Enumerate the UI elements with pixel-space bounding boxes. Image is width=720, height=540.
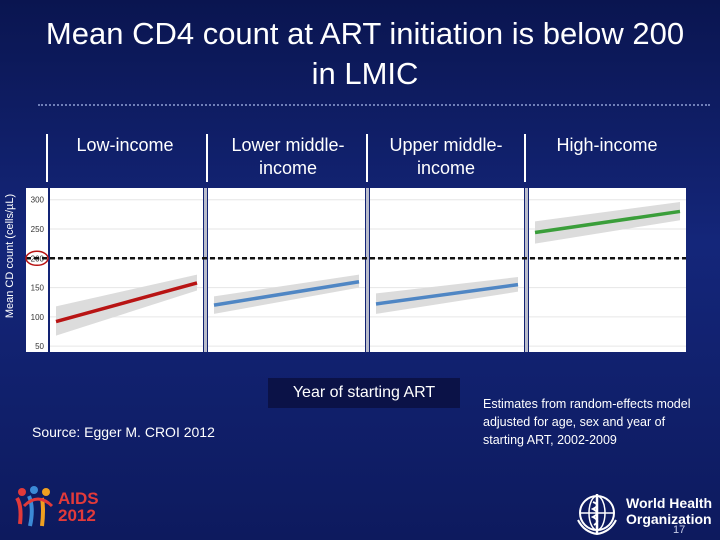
trend-line-lower-middle-income	[213, 279, 360, 307]
panel-headers: Low-income Lower middle- income Upper mi…	[46, 134, 686, 182]
panel-title-upper-middle-income: Upper middle- income	[370, 134, 522, 182]
y-tick-label: 250	[31, 225, 45, 234]
panel-title-line: income	[258, 158, 318, 178]
aids-logo-text: AIDS 2012	[58, 490, 99, 524]
panel-header-divider	[46, 134, 48, 182]
reference-highlight-circle	[25, 250, 49, 267]
methods-note: Estimates from random-effects model adju…	[483, 397, 691, 447]
x-tick-label-end: 2009	[340, 335, 364, 347]
panel-title-low-income: Low-income	[50, 134, 200, 182]
x-tick-label-end: 2009	[499, 335, 523, 347]
panel-title-line: Low-income	[76, 135, 174, 155]
panel-lower-middle-income	[208, 188, 365, 352]
confidence-band-low-income	[56, 274, 197, 336]
slide-title: Mean CD4 count at ART initiation is belo…	[20, 14, 710, 94]
ribbon-people-icon	[15, 486, 54, 527]
panel-title-lower-middle-income: Lower middle- income	[210, 134, 366, 182]
y-axis-panel	[26, 188, 48, 352]
panel-header-divider	[206, 134, 208, 182]
x-tick-label-start: 2002	[53, 335, 77, 347]
panel-header-divider	[524, 134, 526, 182]
x-axis-label: Year of starting ART	[268, 378, 460, 408]
panel-upper-middle-income	[370, 188, 524, 352]
aids-2012-logo	[15, 486, 54, 527]
slide-title-line: in LMIC	[311, 56, 419, 91]
trend-line-low-income	[55, 281, 198, 324]
x-tick-label-start: 2002	[373, 335, 397, 347]
x-tick-label-end: 2009	[661, 335, 685, 347]
panel-title-line: income	[416, 158, 476, 178]
trend-line-high-income	[534, 209, 681, 235]
y-tick-label: 300	[31, 196, 45, 205]
who-emblem-icon	[577, 494, 617, 536]
y-tick-label: 50	[35, 342, 44, 351]
aids-logo-year: 2012	[58, 506, 96, 525]
panel-title-high-income: High-income	[528, 134, 686, 182]
x-tick-label-start: 2002	[532, 335, 556, 347]
page-number: 17	[673, 524, 686, 536]
panel-title-line: High-income	[556, 135, 658, 155]
slide-title-line: Mean CD4 count at ART initiation is belo…	[45, 16, 685, 51]
y-tick-label: 100	[31, 313, 45, 322]
who-logo-line: Organization	[626, 511, 712, 527]
trend-line-upper-middle-income	[375, 282, 519, 306]
who-logo-line: World Health	[626, 495, 713, 511]
source-citation: Source: Egger M. CROI 2012	[32, 424, 215, 440]
panel-title-line: Upper middle-	[389, 135, 503, 155]
y-tick-label: 150	[31, 284, 45, 293]
panel-title-line: Lower middle-	[231, 135, 345, 155]
aids-logo-word: AIDS	[58, 489, 99, 508]
x-tick-label-end: 2009	[178, 335, 202, 347]
title-divider	[38, 104, 710, 106]
panel-header-divider	[366, 134, 368, 182]
who-logo-text: World Health Organization	[626, 495, 712, 527]
x-tick-label-start: 2002	[211, 335, 235, 347]
